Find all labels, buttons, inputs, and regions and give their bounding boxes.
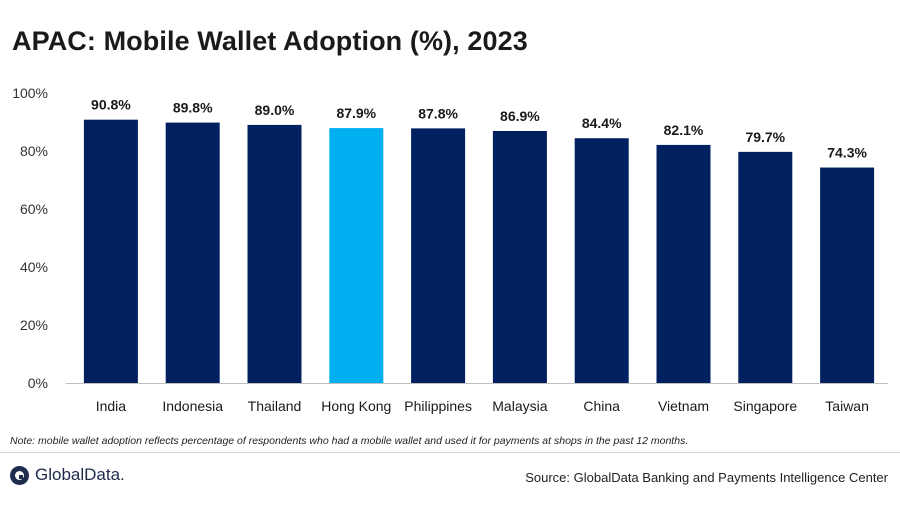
bar-value-label: 86.9% (500, 108, 540, 124)
bar-value-label: 89.0% (255, 102, 295, 118)
x-tick-label: Hong Kong (321, 398, 391, 414)
bar-value-label: 87.8% (418, 105, 458, 121)
bar (492, 130, 547, 383)
y-tick-label: 0% (28, 375, 48, 391)
bar (83, 119, 138, 384)
brand-name: GlobalData. (35, 465, 125, 484)
bar (411, 128, 466, 383)
x-tick-label: Thailand (248, 398, 302, 414)
bar-value-label: 79.7% (745, 129, 785, 145)
bar-value-label: 74.3% (827, 145, 867, 161)
bar-value-label: 82.1% (664, 122, 704, 138)
x-tick-label: Singapore (733, 398, 797, 414)
x-tick-label: India (96, 398, 127, 414)
x-tick-label: Vietnam (658, 398, 709, 414)
bar-chart: 0% 20% 40% 60% 80% 100% 90.8% India 89.8% Indones… (12, 85, 888, 414)
x-tick-label: Taiwan (825, 398, 869, 414)
bar (738, 151, 793, 383)
y-tick-label: 40% (20, 259, 48, 275)
source-text: Source: GlobalData Banking and Payments … (525, 470, 888, 485)
bar (574, 138, 629, 383)
x-tick-label: Philippines (404, 398, 472, 414)
bar (329, 128, 384, 383)
x-tick-label: Malaysia (492, 398, 547, 414)
footer-divider (0, 452, 900, 453)
globaldata-logo: GlobalData. (10, 465, 125, 485)
x-tick-label: China (583, 398, 620, 414)
chart-note: Note: mobile wallet adoption reflects pe… (10, 435, 689, 447)
x-tick-label: Indonesia (162, 398, 223, 414)
globaldata-logo-icon (10, 465, 29, 485)
bar (820, 167, 875, 383)
bar-value-label: 90.8% (91, 97, 131, 113)
bar (656, 144, 711, 383)
y-tick-label: 20% (20, 317, 48, 333)
bar (165, 122, 220, 383)
chart-title: APAC: Mobile Wallet Adoption (%), 2023 (12, 26, 528, 56)
bar (247, 124, 302, 384)
y-tick-label: 60% (20, 201, 48, 217)
bar-value-label: 89.8% (173, 100, 213, 116)
bar-value-label: 84.4% (582, 115, 622, 131)
bar-value-label: 87.9% (336, 105, 376, 121)
y-tick-label: 80% (20, 143, 48, 159)
y-tick-label: 100% (12, 85, 48, 101)
